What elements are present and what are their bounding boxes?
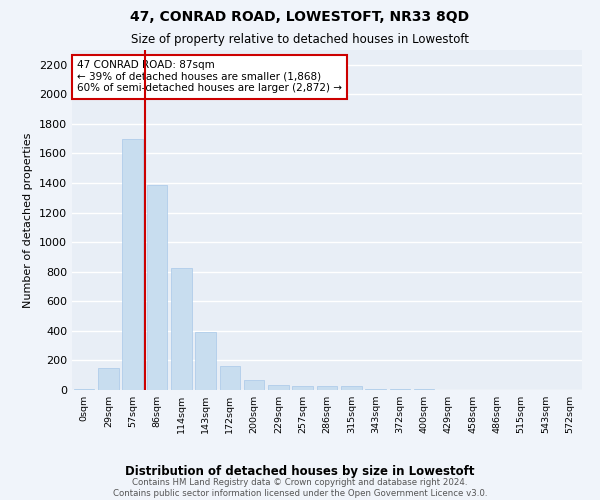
Bar — [317, 386, 337, 390]
Bar — [195, 332, 216, 390]
Text: Distribution of detached houses by size in Lowestoft: Distribution of detached houses by size … — [125, 465, 475, 478]
Bar — [74, 388, 94, 390]
Bar — [365, 388, 386, 390]
Text: Size of property relative to detached houses in Lowestoft: Size of property relative to detached ho… — [131, 32, 469, 46]
Bar — [244, 380, 265, 390]
Bar — [268, 385, 289, 390]
Bar — [292, 386, 313, 390]
Y-axis label: Number of detached properties: Number of detached properties — [23, 132, 34, 308]
Text: 47, CONRAD ROAD, LOWESTOFT, NR33 8QD: 47, CONRAD ROAD, LOWESTOFT, NR33 8QD — [130, 10, 470, 24]
Bar — [341, 386, 362, 390]
Bar — [98, 368, 119, 390]
Bar — [389, 389, 410, 390]
Bar — [171, 268, 191, 390]
Bar — [122, 138, 143, 390]
Bar — [220, 366, 240, 390]
Text: 47 CONRAD ROAD: 87sqm
← 39% of detached houses are smaller (1,868)
60% of semi-d: 47 CONRAD ROAD: 87sqm ← 39% of detached … — [77, 60, 342, 94]
Bar — [146, 184, 167, 390]
Text: Contains HM Land Registry data © Crown copyright and database right 2024.
Contai: Contains HM Land Registry data © Crown c… — [113, 478, 487, 498]
